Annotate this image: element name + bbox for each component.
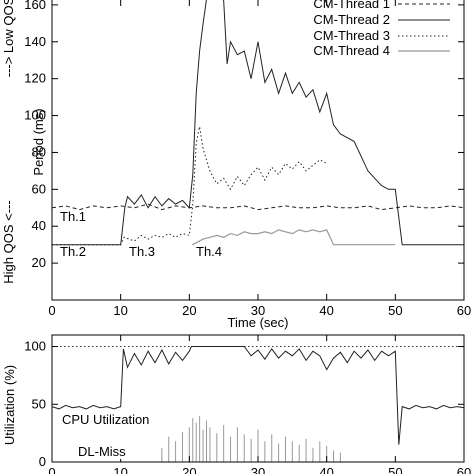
y-tick-label: 60 [32,181,46,196]
series-line-thread-2 [52,0,464,246]
cpu-utilization-label: CPU Utilization [62,412,149,427]
top-panel: 0 10 20 30 40 50 60 20 40 60 80 100 120 140 160 Time (… [1,0,471,330]
series-line-thread-1 [52,203,464,211]
bottom-series-group [52,346,464,462]
x-tick-label: 40 [319,303,333,318]
y-axis-label-line-period: Period (ms) [31,108,46,175]
y-axis-label-line-low-qos: ---> Low QOS [1,0,16,77]
y-tick-label: 140 [24,34,46,49]
legend-label-thread-3: CM-Thread 3 [313,28,390,43]
x-axis-label: Time (sec) [228,315,289,330]
bottom-y-tick-label: 50 [32,396,46,411]
bottom-y-tick-label: 100 [24,339,46,354]
y-tick-label: 120 [24,71,46,86]
bottom-x-tick-label: 40 [319,465,333,474]
bottom-x-tick-label: 30 [251,465,265,474]
dl-miss-label: DL-Miss [78,444,126,459]
series-line-thread-3 [52,126,327,246]
annotation-th1: Th.1 [60,209,86,224]
y-axis-label: High QOS <--- Period (ms) ---> Low QOS [1,0,46,284]
y-tick-label: 80 [32,144,46,159]
bottom-x-tick-label: 50 [388,465,402,474]
cpu-utilization-label-bg [58,411,164,427]
y-axis-label-line-high-qos: High QOS <--- [1,200,16,283]
x-tick-label: 30 [251,303,265,318]
top-plot-frame [51,0,465,301]
top-series-group [52,0,464,246]
bottom-y-tick-label: 0 [39,454,46,469]
bottom-x-tick-label: 20 [182,465,196,474]
legend-label-thread-2: CM-Thread 2 [313,12,390,27]
y-tick-label: 160 [24,0,46,12]
legend-label-thread-4: CM-Thread 4 [313,43,390,58]
legend: CM-Thread 1 CM-Thread 2 CM-Thread 3 CM-T… [313,0,450,58]
x-tick-label: 60 [457,303,471,318]
annotation-th4: Th.4 [196,244,222,259]
bottom-x-tick-label: 0 [48,465,55,474]
y-tick-label: 100 [24,108,46,123]
series-line-thread-4 [191,229,396,246]
y-tick-label: 20 [32,255,46,270]
y-tick-label: 40 [32,218,46,233]
annotation-th3: Th.3 [129,244,155,259]
cpu-utilization-line [52,346,464,445]
dl-miss-label-bg [73,443,133,459]
annotation-th2: Th.2 [60,244,86,259]
bottom-x-tick-label: 60 [457,465,471,474]
x-tick-label: 10 [113,303,127,318]
x-tick-label: 20 [182,303,196,318]
legend-label-thread-1: CM-Thread 1 [313,0,390,11]
x-tick-label: 50 [388,303,402,318]
bottom-panel: 0 10 20 30 40 50 60 0 50 100 Utilization (%) CPU … [2,334,471,474]
top-axis-ticks: 0 10 20 30 40 50 60 20 40 60 80 100 120 140 160 [24,0,471,318]
bottom-axis-ticks: 0 10 20 30 40 50 60 0 50 100 [24,335,471,474]
x-tick-label: 0 [48,303,55,318]
bottom-y-axis-label: Utilization (%) [2,365,17,445]
bottom-x-tick-label: 10 [113,465,127,474]
